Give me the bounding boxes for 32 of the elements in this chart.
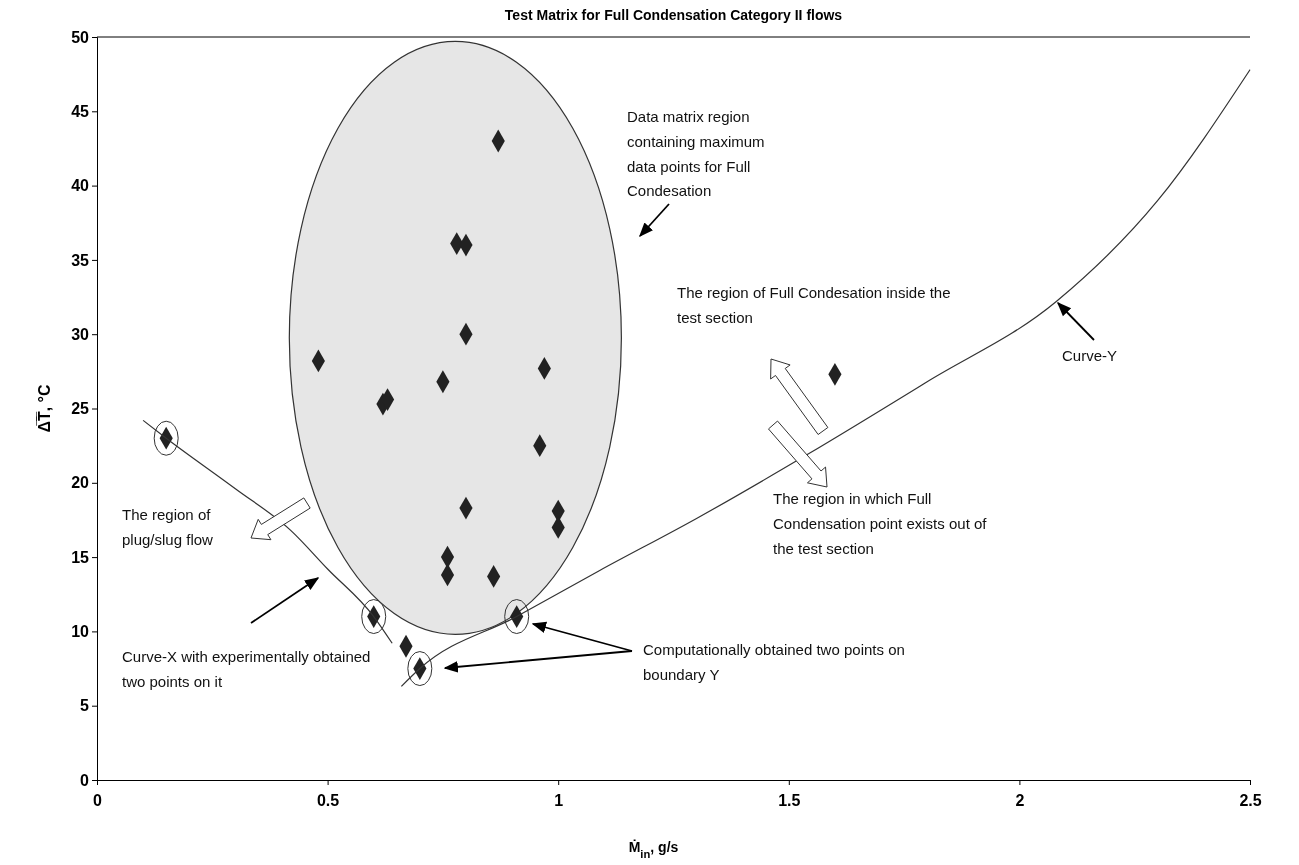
annotation: The region in which Full Condensation point exists out of the test section — [773, 490, 988, 557]
y-tick-label: 0 — [80, 771, 90, 789]
chart-title: Test Matrix for Full Condensation Category II flows — [504, 7, 843, 23]
annotation: Data matrix region containing maximum data points for Full Condesation — [627, 108, 765, 200]
annotation: The region of Full Condesation inside the test section — [677, 284, 951, 326]
x-tick-label: 2.5 — [1239, 791, 1262, 809]
y-tick-label: 30 — [71, 325, 90, 343]
y-tick-label: 25 — [71, 400, 90, 418]
y-tick-label: 5 — [80, 697, 90, 715]
y-tick-label: 50 — [71, 28, 90, 46]
y-tick-label: 15 — [71, 548, 90, 566]
y-tick-label: 45 — [71, 102, 90, 120]
point — [361, 599, 387, 635]
x-tick-label: 2 — [1015, 791, 1025, 809]
x-axis-title: Ṁ$_{in}$, g/s — [628, 839, 679, 860]
y-tick-label: 35 — [71, 251, 90, 269]
line-series — [400, 69, 1251, 687]
x-tick-label: 0.5 — [316, 791, 340, 809]
annotation: Computationally obtained two points on boundary Y — [643, 641, 905, 683]
annotation: Curve-X with experimentally obtained two points on it — [122, 648, 371, 690]
x-tick-label: 1.5 — [778, 791, 801, 809]
y-tick-label: 20 — [71, 474, 90, 492]
point — [407, 651, 433, 687]
y-tick-label: 40 — [71, 177, 90, 195]
annotation: Curve-Y — [1062, 347, 1118, 364]
y-axis-title: Δ̅T̅, °C — [36, 384, 53, 433]
point — [504, 599, 530, 635]
point — [153, 420, 179, 456]
annotation: The region of plug/slug flow — [122, 506, 214, 548]
y-tick-label: 10 — [71, 623, 90, 641]
x-tick-label: 0 — [93, 791, 103, 809]
x-tick-label: 1 — [554, 791, 564, 809]
